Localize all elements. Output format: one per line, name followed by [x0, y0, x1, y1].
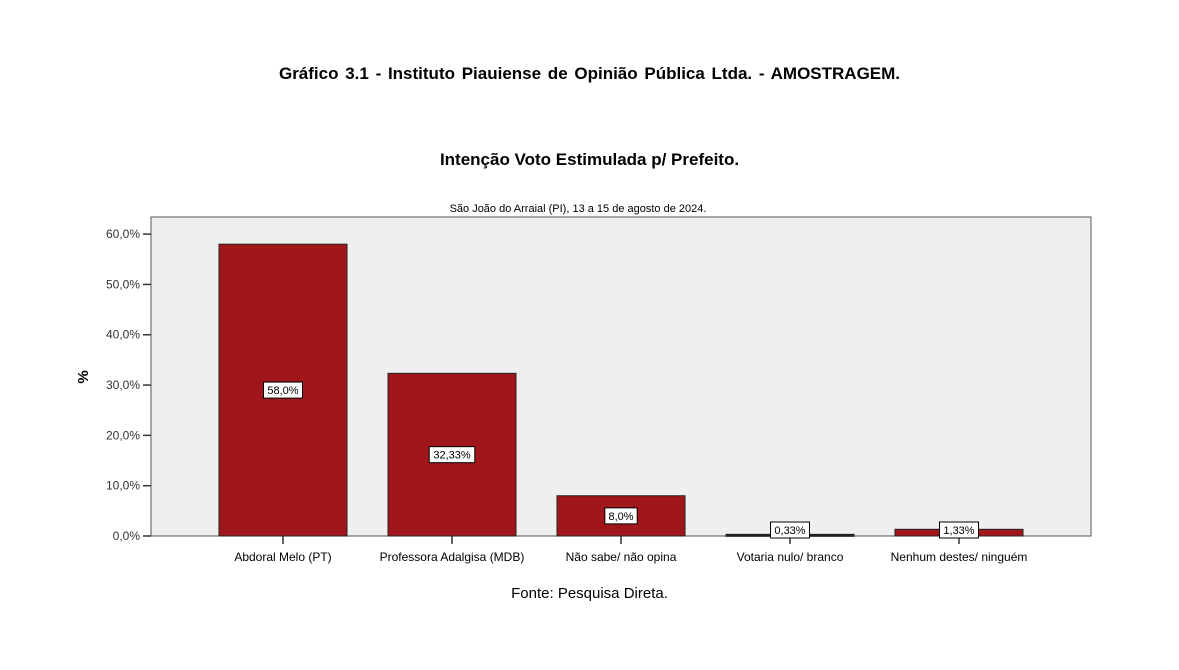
- x-tick-label: Abdoral Melo (PT): [234, 550, 331, 564]
- y-tick-label: 40,0%: [106, 328, 140, 342]
- data-label: 8,0%: [608, 511, 633, 523]
- y-tick-label: 20,0%: [106, 428, 140, 442]
- chart-subtitle: São João do Arraial (PI), 13 a 15 de ago…: [450, 203, 707, 215]
- chart-title: Intenção Voto Estimulada p/ Prefeito.: [439, 150, 740, 169]
- data-label: 32,33%: [433, 450, 471, 462]
- y-tick-label: 10,0%: [106, 479, 140, 493]
- figure-title: Gráfico 3.1 - Instituto Piauiense de Opi…: [278, 64, 901, 83]
- y-tick-label: 30,0%: [106, 378, 140, 392]
- source-note: Fonte: Pesquisa Direta.: [511, 585, 668, 602]
- data-label-box: [604, 507, 638, 525]
- data-label-box: [939, 521, 979, 539]
- y-axis-label: %: [75, 370, 92, 383]
- y-tick-label: 0,0%: [113, 529, 141, 543]
- x-tick-label: Não sabe/ não opina: [566, 550, 677, 564]
- data-label-box: [770, 521, 810, 539]
- x-tick-label: Votaria nulo/ branco: [737, 550, 844, 564]
- y-tick-label: 50,0%: [106, 277, 140, 291]
- data-label-box: [263, 381, 303, 399]
- data-label: 0,33%: [774, 525, 805, 537]
- data-label-box: [428, 446, 476, 464]
- data-label: 58,0%: [267, 385, 298, 397]
- data-label: 1,33%: [943, 525, 974, 537]
- x-tick-label: Nenhum destes/ ninguém: [891, 550, 1028, 564]
- y-tick-label: 60,0%: [106, 227, 140, 241]
- x-tick-label: Professora Adalgisa (MDB): [380, 550, 525, 564]
